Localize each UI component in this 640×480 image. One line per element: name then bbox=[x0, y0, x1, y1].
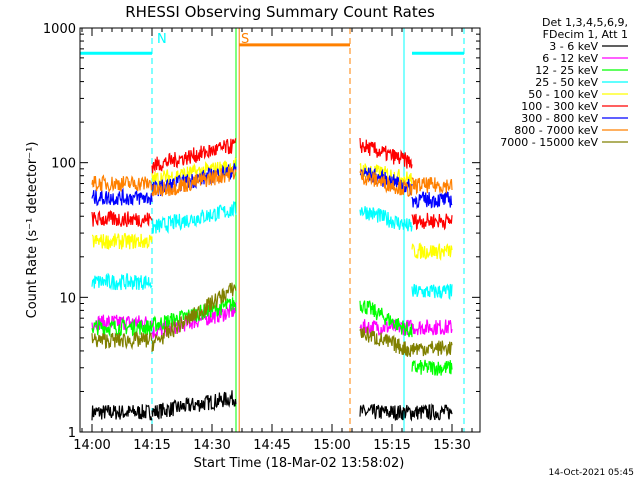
series-line bbox=[151, 200, 237, 235]
series-line bbox=[359, 168, 413, 198]
series-line bbox=[151, 137, 237, 174]
x-tick-label: 14:15 bbox=[133, 438, 170, 453]
legend-entry-label: 50 - 100 keV bbox=[528, 88, 598, 101]
series-line bbox=[91, 209, 153, 228]
annotation-label: S bbox=[241, 32, 249, 47]
legend: Det 1,3,4,5,6,9,FDecim 1, Att 13 - 6 keV… bbox=[500, 16, 628, 149]
plot-frame bbox=[79, 27, 481, 433]
x-tick-label: 15:00 bbox=[313, 438, 350, 453]
series-line bbox=[91, 187, 153, 207]
generation-timestamp: 14-Oct-2021 05:45 bbox=[549, 468, 634, 478]
y-tick-label: 1 bbox=[68, 426, 76, 441]
x-tick-label: 15:30 bbox=[433, 438, 470, 453]
series-line bbox=[151, 166, 237, 197]
legend-header: Det 1,3,4,5,6,9, bbox=[542, 16, 628, 29]
x-tick-label: 14:00 bbox=[73, 438, 110, 453]
legend-header: FDecim 1, Att 1 bbox=[543, 28, 628, 41]
series-line bbox=[359, 167, 413, 195]
series-line bbox=[91, 330, 153, 351]
series-line bbox=[151, 282, 237, 352]
annotation-label: N bbox=[157, 32, 167, 47]
series-line bbox=[91, 272, 153, 291]
legend-entry-label: 12 - 25 keV bbox=[535, 64, 598, 77]
axes-layer: 14:00 14:15 14:30 14:45 15:00 15:15 15:30 1 10 10… bbox=[43, 22, 481, 453]
legend-entry-label: 3 - 6 keV bbox=[549, 40, 598, 53]
series-line bbox=[151, 157, 237, 188]
series-line bbox=[359, 403, 453, 422]
series-line bbox=[91, 317, 153, 338]
x-tick-label: 14:30 bbox=[193, 438, 230, 453]
y-tick-label: 1000 bbox=[43, 22, 76, 37]
legend-entry-label: 300 - 800 keV bbox=[521, 112, 598, 125]
series-line bbox=[91, 404, 153, 421]
series-line bbox=[359, 300, 413, 338]
legend-entry-label: 25 - 50 keV bbox=[535, 76, 598, 89]
series-line bbox=[411, 177, 453, 196]
series-line bbox=[411, 340, 453, 357]
legend-entry-label: 6 - 12 keV bbox=[542, 52, 598, 65]
legend-entry-label: 7000 - 15000 keV bbox=[500, 136, 598, 149]
legend-entry-label: 100 - 300 keV bbox=[521, 100, 598, 113]
series-line bbox=[411, 191, 453, 210]
series-line bbox=[411, 359, 453, 376]
y-tick-label: 100 bbox=[51, 157, 76, 172]
series-line bbox=[91, 174, 153, 194]
x-tick-label: 14:45 bbox=[253, 438, 290, 453]
x-tick-label: 15:15 bbox=[373, 438, 410, 453]
series-line bbox=[411, 242, 453, 262]
series-line bbox=[411, 212, 453, 231]
chart-title: RHESSI Observing Summary Count Rates bbox=[125, 3, 435, 21]
series-line bbox=[359, 137, 413, 169]
series-line bbox=[92, 232, 153, 250]
series-line bbox=[359, 206, 413, 232]
y-axis-label: Count Rate (s⁻¹ detector⁻¹) bbox=[25, 142, 40, 319]
series-line bbox=[411, 283, 453, 301]
x-axis-label: Start Time (18-Mar-02 13:58:02) bbox=[194, 456, 405, 471]
y-tick-label: 10 bbox=[59, 291, 76, 306]
series-line bbox=[359, 327, 413, 358]
series-line bbox=[151, 390, 237, 420]
legend-entry-label: 800 - 7000 keV bbox=[514, 124, 598, 137]
